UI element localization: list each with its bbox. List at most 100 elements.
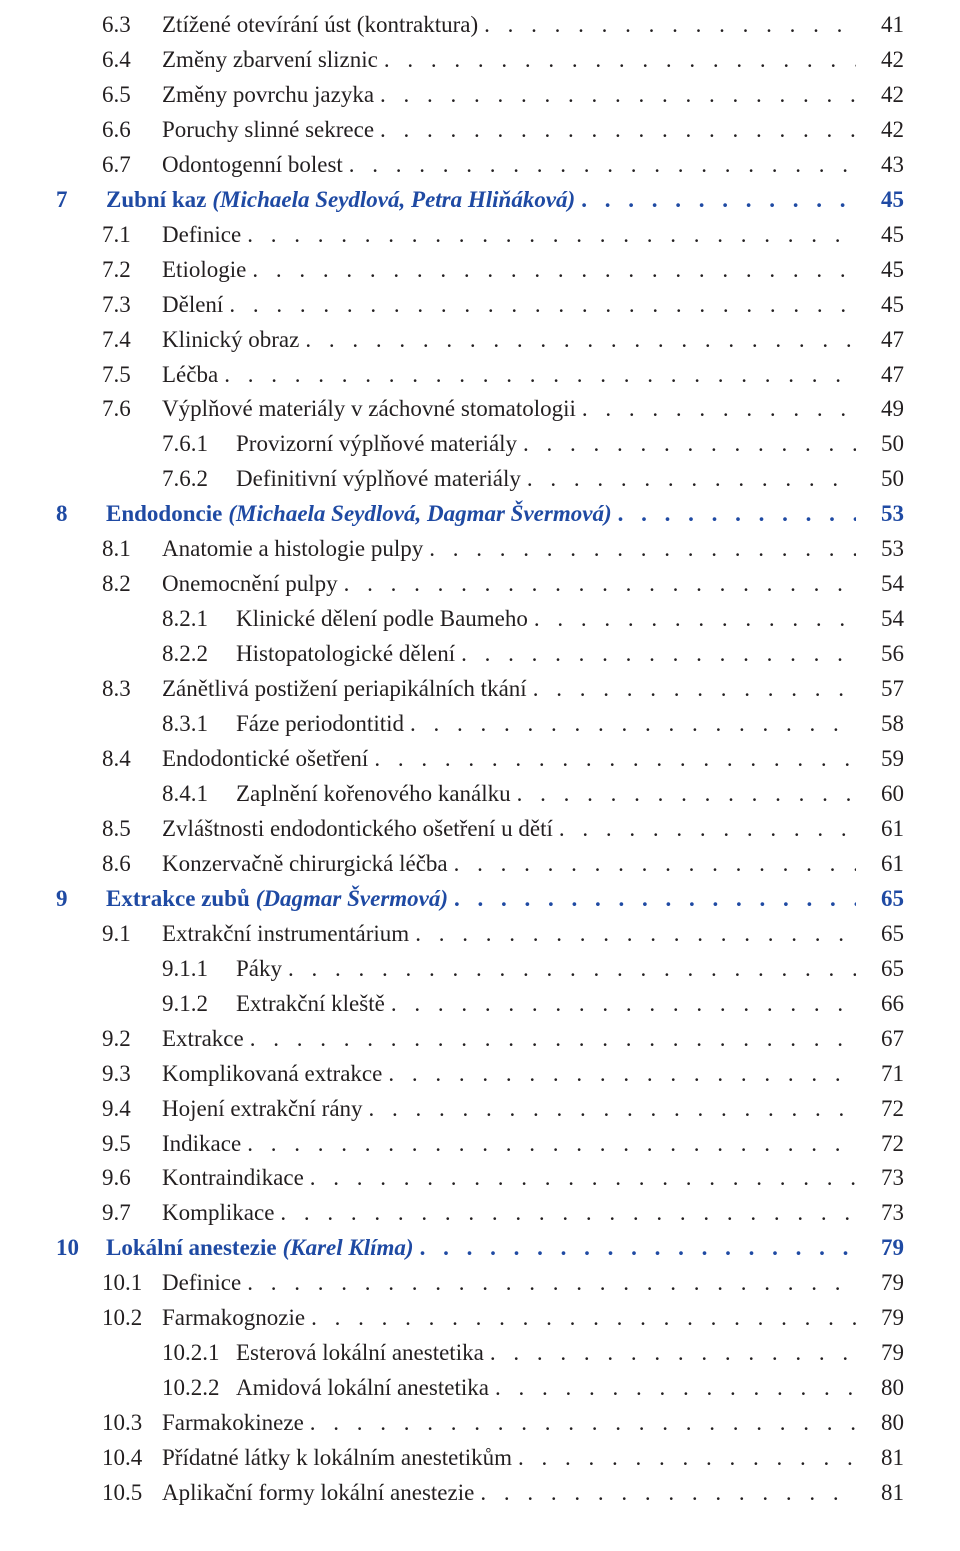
toc-leader-dots: . . . . . . . . . . . . . . . . . . . . … <box>363 1092 856 1127</box>
toc-leader-dots: . . . . . . . . . . . . . . . . . . . . … <box>404 707 856 742</box>
toc-row: 8.4Endodontické ošetření. . . . . . . . … <box>56 742 904 777</box>
toc-number: 9.4 <box>102 1092 162 1127</box>
toc-number: 8.3.1 <box>162 707 236 742</box>
toc-leader-dots: . . . . . . . . . . . . . . . . . . . . … <box>274 1196 856 1231</box>
toc-leader-dots: . . . . . . . . . . . . . . . . . . . . … <box>223 288 856 323</box>
toc-title: Zvláštnosti endodontického ošetření u dě… <box>162 812 553 847</box>
toc-page-number: 59 <box>856 742 904 777</box>
toc-row: 10.5Aplikační formy lokální anestezie. .… <box>56 1476 904 1511</box>
toc-number: 7.4 <box>102 323 162 358</box>
toc-row: 10Lokální anestezie(Karel Klíma). . . . … <box>56 1231 904 1266</box>
toc-number: 9.1 <box>102 917 162 952</box>
toc-number: 9.2 <box>102 1022 162 1057</box>
toc-title-wrap: Konzervačně chirurgická léčba. . . . . .… <box>162 847 856 882</box>
toc-page-number: 79 <box>856 1336 904 1371</box>
toc-row: 7.6.2Definitivní výplňové materiály. . .… <box>56 462 904 497</box>
toc-leader-dots: . . . . . . . . . . . . . . . . . . . . … <box>374 113 856 148</box>
toc-number: 7.2 <box>102 253 162 288</box>
toc-number: 6.5 <box>102 78 162 113</box>
toc-title: Amidová lokální anestetika <box>236 1371 489 1406</box>
toc-number: 8.4 <box>102 742 162 777</box>
toc-page-number: 79 <box>856 1301 904 1336</box>
toc-title-wrap: Komplikace. . . . . . . . . . . . . . . … <box>162 1196 856 1231</box>
toc-page-number: 45 <box>856 253 904 288</box>
toc-row: 9.1.1Páky. . . . . . . . . . . . . . . .… <box>56 952 904 987</box>
toc-page-number: 47 <box>856 358 904 393</box>
toc-author: (Michaela Seydlová, Petra Hliňáková) <box>206 183 575 218</box>
toc-row: 6.4Změny zbarvení sliznic. . . . . . . .… <box>56 43 904 78</box>
toc-leader-dots: . . . . . . . . . . . . . . . . . . . . … <box>448 847 856 882</box>
toc-number: 7.5 <box>102 358 162 393</box>
toc-leader-dots: . . . . . . . . . . . . . . . . . . . . … <box>478 8 856 43</box>
toc-title-wrap: Klinický obraz. . . . . . . . . . . . . … <box>162 323 856 358</box>
toc-number: 10 <box>56 1231 106 1266</box>
toc-page-number: 72 <box>856 1092 904 1127</box>
toc-row: 9Extrakce zubů(Dagmar Švermová). . . . .… <box>56 882 904 917</box>
toc-title: Komplikace <box>162 1196 274 1231</box>
toc-leader-dots: . . . . . . . . . . . . . . . . . . . . … <box>374 78 856 113</box>
toc-title-wrap: Lokální anestezie(Karel Klíma). . . . . … <box>106 1231 856 1266</box>
toc-page-number: 79 <box>856 1266 904 1301</box>
toc-row: 9.2Extrakce. . . . . . . . . . . . . . .… <box>56 1022 904 1057</box>
toc-number: 7.1 <box>102 218 162 253</box>
toc-page-number: 80 <box>856 1406 904 1441</box>
toc-title: Anatomie a histologie pulpy <box>162 532 423 567</box>
toc-page-number: 71 <box>856 1057 904 1092</box>
toc-title-wrap: Histopatologické dělení. . . . . . . . .… <box>236 637 856 672</box>
toc-title: Etiologie <box>162 253 246 288</box>
toc-page-number: 65 <box>856 917 904 952</box>
toc-title-wrap: Aplikační formy lokální anestezie. . . .… <box>162 1476 856 1511</box>
toc-page-number: 65 <box>856 882 904 917</box>
toc-row: 7.6.1Provizorní výplňové materiály. . . … <box>56 427 904 462</box>
toc-row: 6.6Poruchy slinné sekrece. . . . . . . .… <box>56 113 904 148</box>
toc-number: 6.7 <box>102 148 162 183</box>
toc-leader-dots: . . . . . . . . . . . . . . . . . . . . … <box>511 777 856 812</box>
toc-page-number: 65 <box>856 952 904 987</box>
toc-row: 8.3.1Fáze periodontitid. . . . . . . . .… <box>56 707 904 742</box>
toc-leader-dots: . . . . . . . . . . . . . . . . . . . . … <box>241 1127 856 1162</box>
toc-page-number: 54 <box>856 567 904 602</box>
toc-title-wrap: Endodontické ošetření. . . . . . . . . .… <box>162 742 856 777</box>
toc-leader-dots: . . . . . . . . . . . . . . . . . . . . … <box>241 1266 856 1301</box>
toc-page-number: 49 <box>856 392 904 427</box>
toc-page-number: 50 <box>856 427 904 462</box>
toc-row: 7.3Dělení. . . . . . . . . . . . . . . .… <box>56 288 904 323</box>
toc-page-number: 42 <box>856 43 904 78</box>
toc-title-wrap: Provizorní výplňové materiály. . . . . .… <box>236 427 856 462</box>
toc-title-wrap: Extrakce zubů(Dagmar Švermová). . . . . … <box>106 882 856 917</box>
toc-title: Definitivní výplňové materiály <box>236 462 521 497</box>
toc-leader-dots: . . . . . . . . . . . . . . . . . . . . … <box>575 183 856 218</box>
toc-leader-dots: . . . . . . . . . . . . . . . . . . . . … <box>414 1231 856 1266</box>
toc-number: 6.4 <box>102 43 162 78</box>
toc-title: Extrakce zubů <box>106 882 250 917</box>
toc-title-wrap: Dělení. . . . . . . . . . . . . . . . . … <box>162 288 856 323</box>
toc-title-wrap: Poruchy slinné sekrece. . . . . . . . . … <box>162 113 856 148</box>
toc-title: Onemocnění pulpy <box>162 567 338 602</box>
toc-title: Dělení <box>162 288 223 323</box>
toc-page-number: 45 <box>856 183 904 218</box>
toc-title-wrap: Definice. . . . . . . . . . . . . . . . … <box>162 218 856 253</box>
toc-title: Farmakokineze <box>162 1406 304 1441</box>
toc-leader-dots: . . . . . . . . . . . . . . . . . . . . … <box>343 148 856 183</box>
toc-leader-dots: . . . . . . . . . . . . . . . . . . . . … <box>241 218 856 253</box>
toc-title-wrap: Fáze periodontitid. . . . . . . . . . . … <box>236 707 856 742</box>
toc-number: 10.2.2 <box>162 1371 236 1406</box>
toc-row: 10.2Farmakognozie. . . . . . . . . . . .… <box>56 1301 904 1336</box>
toc-number: 10.2.1 <box>162 1336 236 1371</box>
toc-page-number: 66 <box>856 987 904 1022</box>
toc-row: 8.6Konzervačně chirurgická léčba. . . . … <box>56 847 904 882</box>
toc-number: 8.3 <box>102 672 162 707</box>
toc-title-wrap: Kontraindikace. . . . . . . . . . . . . … <box>162 1161 856 1196</box>
toc-title-wrap: Extrakční instrumentárium. . . . . . . .… <box>162 917 856 952</box>
toc-title: Hojení extrakční rány <box>162 1092 363 1127</box>
toc-title: Extrakce <box>162 1022 244 1057</box>
toc-author: (Karel Klíma) <box>277 1231 414 1266</box>
toc-number: 7.3 <box>102 288 162 323</box>
toc-row: 9.1.2Extrakční kleště. . . . . . . . . .… <box>56 987 904 1022</box>
toc-title: Fáze periodontitid <box>236 707 404 742</box>
toc-row: 8Endodoncie(Michaela Seydlová, Dagmar Šv… <box>56 497 904 532</box>
toc-number: 8.2.1 <box>162 602 236 637</box>
toc-title-wrap: Komplikovaná extrakce. . . . . . . . . .… <box>162 1057 856 1092</box>
toc-row: 7.6Výplňové materiály v záchovné stomato… <box>56 392 904 427</box>
toc-title: Endodontické ošetření <box>162 742 368 777</box>
